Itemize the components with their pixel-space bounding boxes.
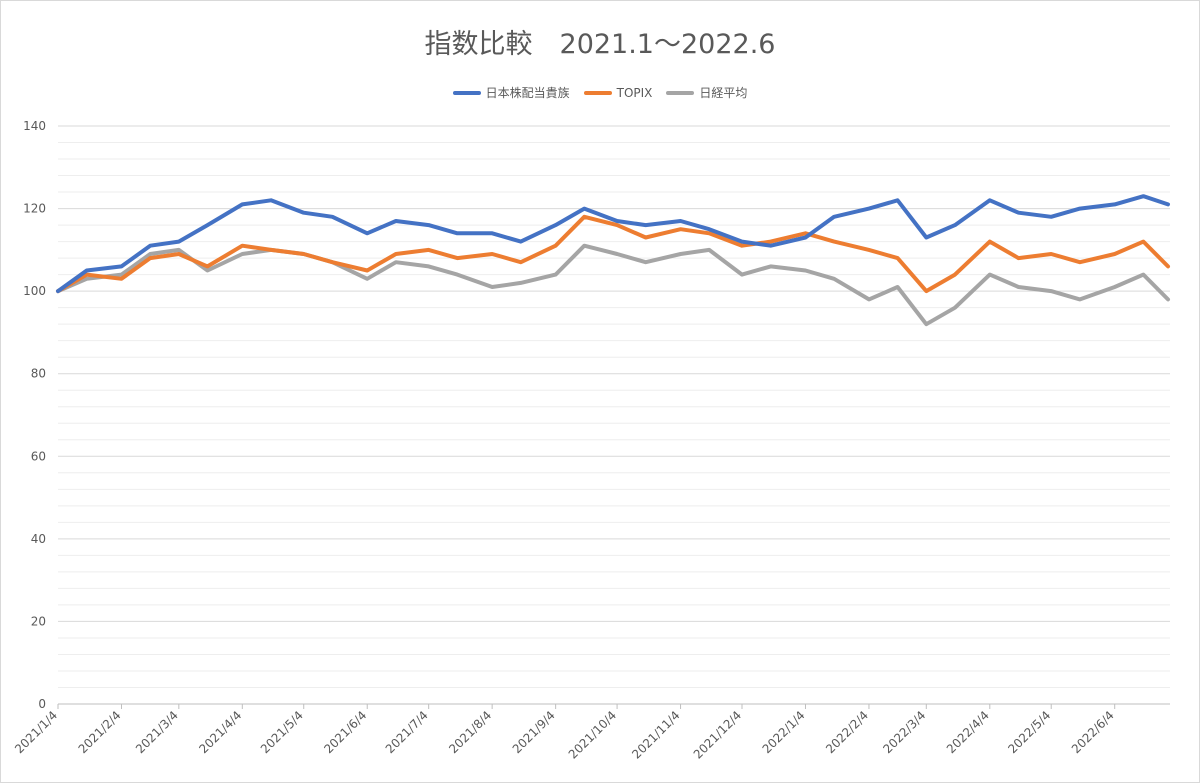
y-tick-label: 40 [31,532,46,546]
legend-swatch-series-1 [452,90,481,95]
x-tick-label: 2021/2/4 [76,708,124,756]
legend: 日本株配当貴族 TOPIX 日経平均 [0,84,1200,101]
y-tick-label: 120 [23,202,46,216]
x-tick-label: 2021/10/4 [566,708,619,761]
y-axis-tick-labels: 0 20 40 60 80 100 120 140 [23,119,46,711]
x-tick-label: 2021/12/4 [691,708,744,761]
legend-swatch-series-2 [583,90,612,95]
major-gridlines [58,125,1170,622]
x-tick-label: 2022/2/4 [823,708,871,756]
x-tick-label: 2022/1/4 [760,708,808,756]
x-tick-label: 2021/8/4 [446,708,494,756]
y-tick-label: 60 [31,449,46,463]
legend-label-series-3: 日経平均 [699,86,748,100]
y-tick-label: 100 [23,284,46,298]
legend-item-series-1: 日本株配当貴族 [452,84,570,101]
y-tick-label: 20 [31,614,46,628]
legend-item-series-2: TOPIX [583,85,653,100]
x-tick-label: 2021/11/4 [629,708,682,761]
x-tick-label: 2021/7/4 [383,708,431,756]
x-tick-label: 2021/6/4 [321,708,369,756]
legend-item-series-3: 日経平均 [666,84,747,101]
series-line-3 [56,243,1170,327]
y-tick-label: 140 [23,119,46,133]
x-tick-label: 2021/9/4 [510,708,558,756]
x-tick-label: 2022/4/4 [944,708,992,756]
minor-gridlines [58,142,1170,688]
series-line-1 [56,194,1170,294]
x-tick-label: 2021/1/4 [12,708,60,756]
series-line-2 [56,214,1170,294]
legend-swatch-series-3 [666,90,695,95]
x-tick-label: 2022/6/4 [1069,708,1117,756]
x-tick-label: 2022/3/4 [880,708,928,756]
chart-title: 指数比較 2021.1～2022.6 [424,29,776,60]
legend-label-series-1: 日本株配当貴族 [485,86,570,100]
x-tick-label: 2021/3/4 [133,708,181,756]
x-axis: 2021/1/4 2021/2/4 2021/3/4 2021/4/4 2021/5/4… [12,703,1170,762]
y-tick-label: 0 [38,697,46,711]
series-lines [56,194,1170,327]
x-tick-label: 2021/5/4 [258,708,306,756]
legend-label-series-2: TOPIX [616,85,653,100]
x-tick-label: 2022/5/4 [1005,708,1053,756]
x-tick-label: 2021/4/4 [196,708,244,756]
y-tick-label: 80 [31,367,46,381]
